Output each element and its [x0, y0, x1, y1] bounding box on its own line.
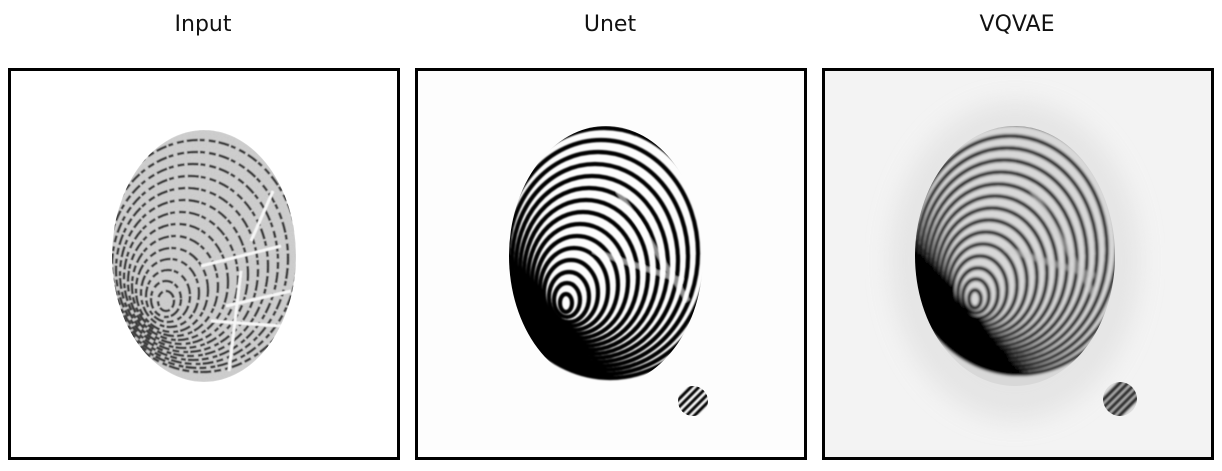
panel-vqvae: VQVAE — [822, 0, 1214, 471]
fingerprint-fragment — [1103, 382, 1137, 416]
panel-title-vqvae: VQVAE — [979, 12, 1055, 37]
fingerprint-input-image — [8, 68, 400, 460]
panel-title-input: Input — [174, 12, 232, 37]
fingerprint-ridges — [112, 130, 296, 382]
fingerprint-vqvae-reconstruction — [822, 68, 1214, 460]
panel-title-unet: Unet — [583, 12, 637, 37]
fingerprint-ridges — [509, 126, 703, 381]
fingerprint-input-graphic — [11, 71, 397, 457]
panel-unet: Unet — [415, 0, 807, 471]
panel-input: Input — [8, 0, 400, 471]
fingerprint-ridges — [915, 126, 1115, 386]
fingerprint-vqvae-graphic — [825, 71, 1211, 457]
fingerprint-unet-graphic — [418, 71, 804, 457]
fingerprint-unet-reconstruction — [415, 68, 807, 460]
